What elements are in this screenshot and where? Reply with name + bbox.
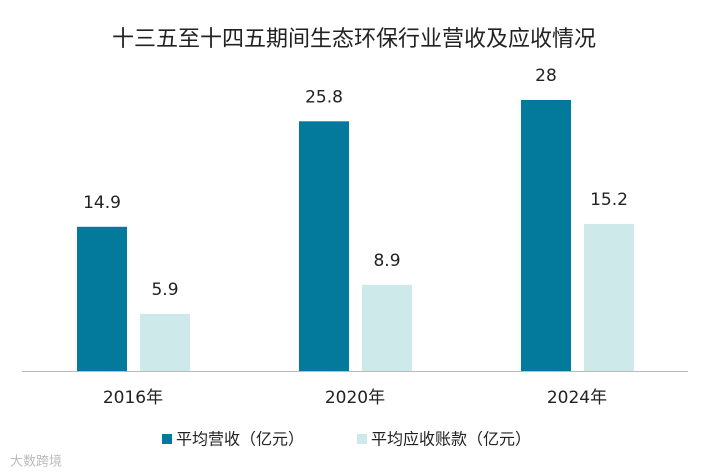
data-label: 8.9 [373, 251, 400, 271]
data-label: 14.9 [83, 193, 121, 213]
legend-swatch [162, 434, 172, 444]
bar [299, 121, 349, 372]
watermark: 大数跨境 [10, 455, 62, 470]
bar [77, 226, 127, 371]
bar [584, 223, 634, 371]
x-tick-label: 2024年 [547, 388, 607, 408]
x-tick-label: 2020年 [325, 388, 385, 408]
legend-label: 平均营收（亿元） [176, 430, 304, 449]
data-label: 15.2 [590, 190, 628, 210]
bar [140, 313, 190, 371]
data-label: 5.9 [151, 280, 178, 300]
x-tick-label: 2016年 [103, 388, 163, 408]
chart-title: 十三五至十四五期间生态环保行业营收及应收情况 [112, 27, 596, 52]
legend-swatch [357, 434, 367, 444]
bar [362, 284, 412, 371]
legend-label: 平均应收账款（亿元） [371, 430, 531, 449]
data-label: 28 [535, 66, 557, 86]
data-label: 25.8 [305, 87, 343, 107]
bar [521, 100, 571, 371]
